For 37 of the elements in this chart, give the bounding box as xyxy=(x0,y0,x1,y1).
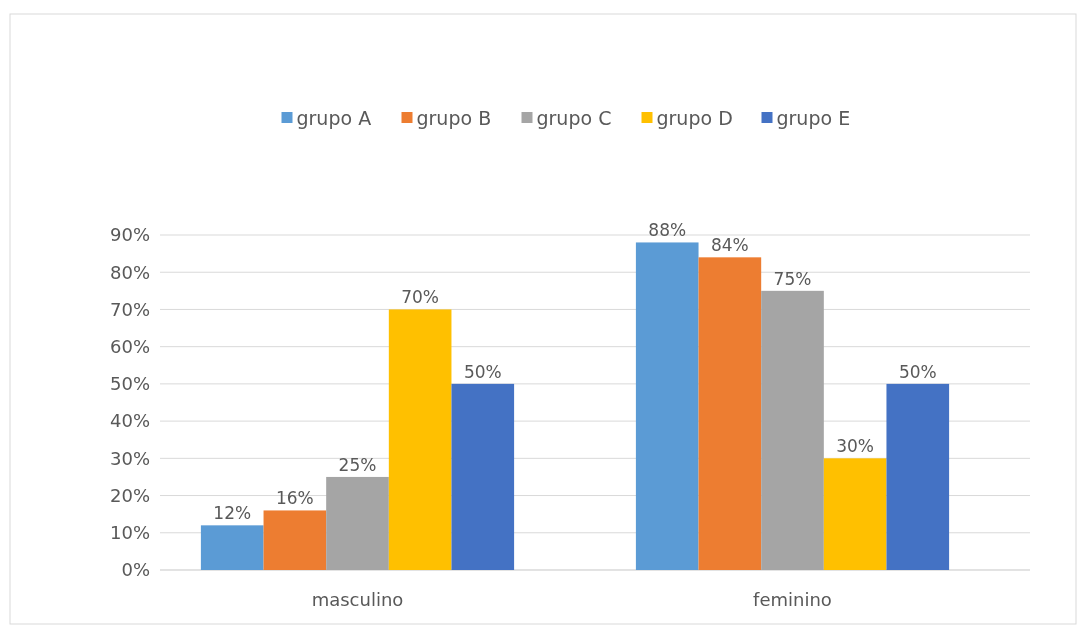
bar xyxy=(635,242,699,570)
x-tick-label: feminino xyxy=(753,589,832,610)
data-label: 75% xyxy=(773,268,812,289)
data-label: 84% xyxy=(710,235,749,256)
y-tick-label: 10% xyxy=(109,522,150,544)
bar xyxy=(451,383,515,570)
y-tick-label: 30% xyxy=(109,447,150,469)
legend-label: grupo C xyxy=(536,106,612,129)
y-tick-label: 80% xyxy=(109,261,150,283)
y-tick-label: 40% xyxy=(109,410,150,432)
x-tick-label: masculino xyxy=(311,589,404,610)
legend-label: grupo E xyxy=(776,106,851,129)
data-label: 88% xyxy=(648,220,687,241)
y-tick-label: 50% xyxy=(109,373,150,395)
data-label: 16% xyxy=(275,488,314,509)
data-label: 12% xyxy=(213,503,252,524)
bar xyxy=(200,525,264,570)
bar xyxy=(326,476,389,570)
y-tick-label: 20% xyxy=(109,484,150,506)
data-label: 70% xyxy=(401,287,440,308)
data-label: 30% xyxy=(836,436,875,457)
y-tick-label: 0% xyxy=(121,559,150,581)
data-label: 50% xyxy=(463,361,502,382)
bar xyxy=(263,510,327,570)
bar xyxy=(823,458,887,570)
data-label: 25% xyxy=(338,454,377,475)
legend-label: grupo A xyxy=(296,106,372,129)
bar xyxy=(886,383,950,570)
legend-label: grupo D xyxy=(656,106,733,129)
y-tick-label: 70% xyxy=(109,298,150,320)
bar xyxy=(761,290,824,570)
data-label: 50% xyxy=(898,361,937,382)
bar xyxy=(388,309,452,570)
y-tick-label: 90% xyxy=(109,224,150,246)
y-tick-label: 60% xyxy=(109,335,150,357)
bar xyxy=(698,257,762,570)
legend-label: grupo B xyxy=(416,106,492,129)
